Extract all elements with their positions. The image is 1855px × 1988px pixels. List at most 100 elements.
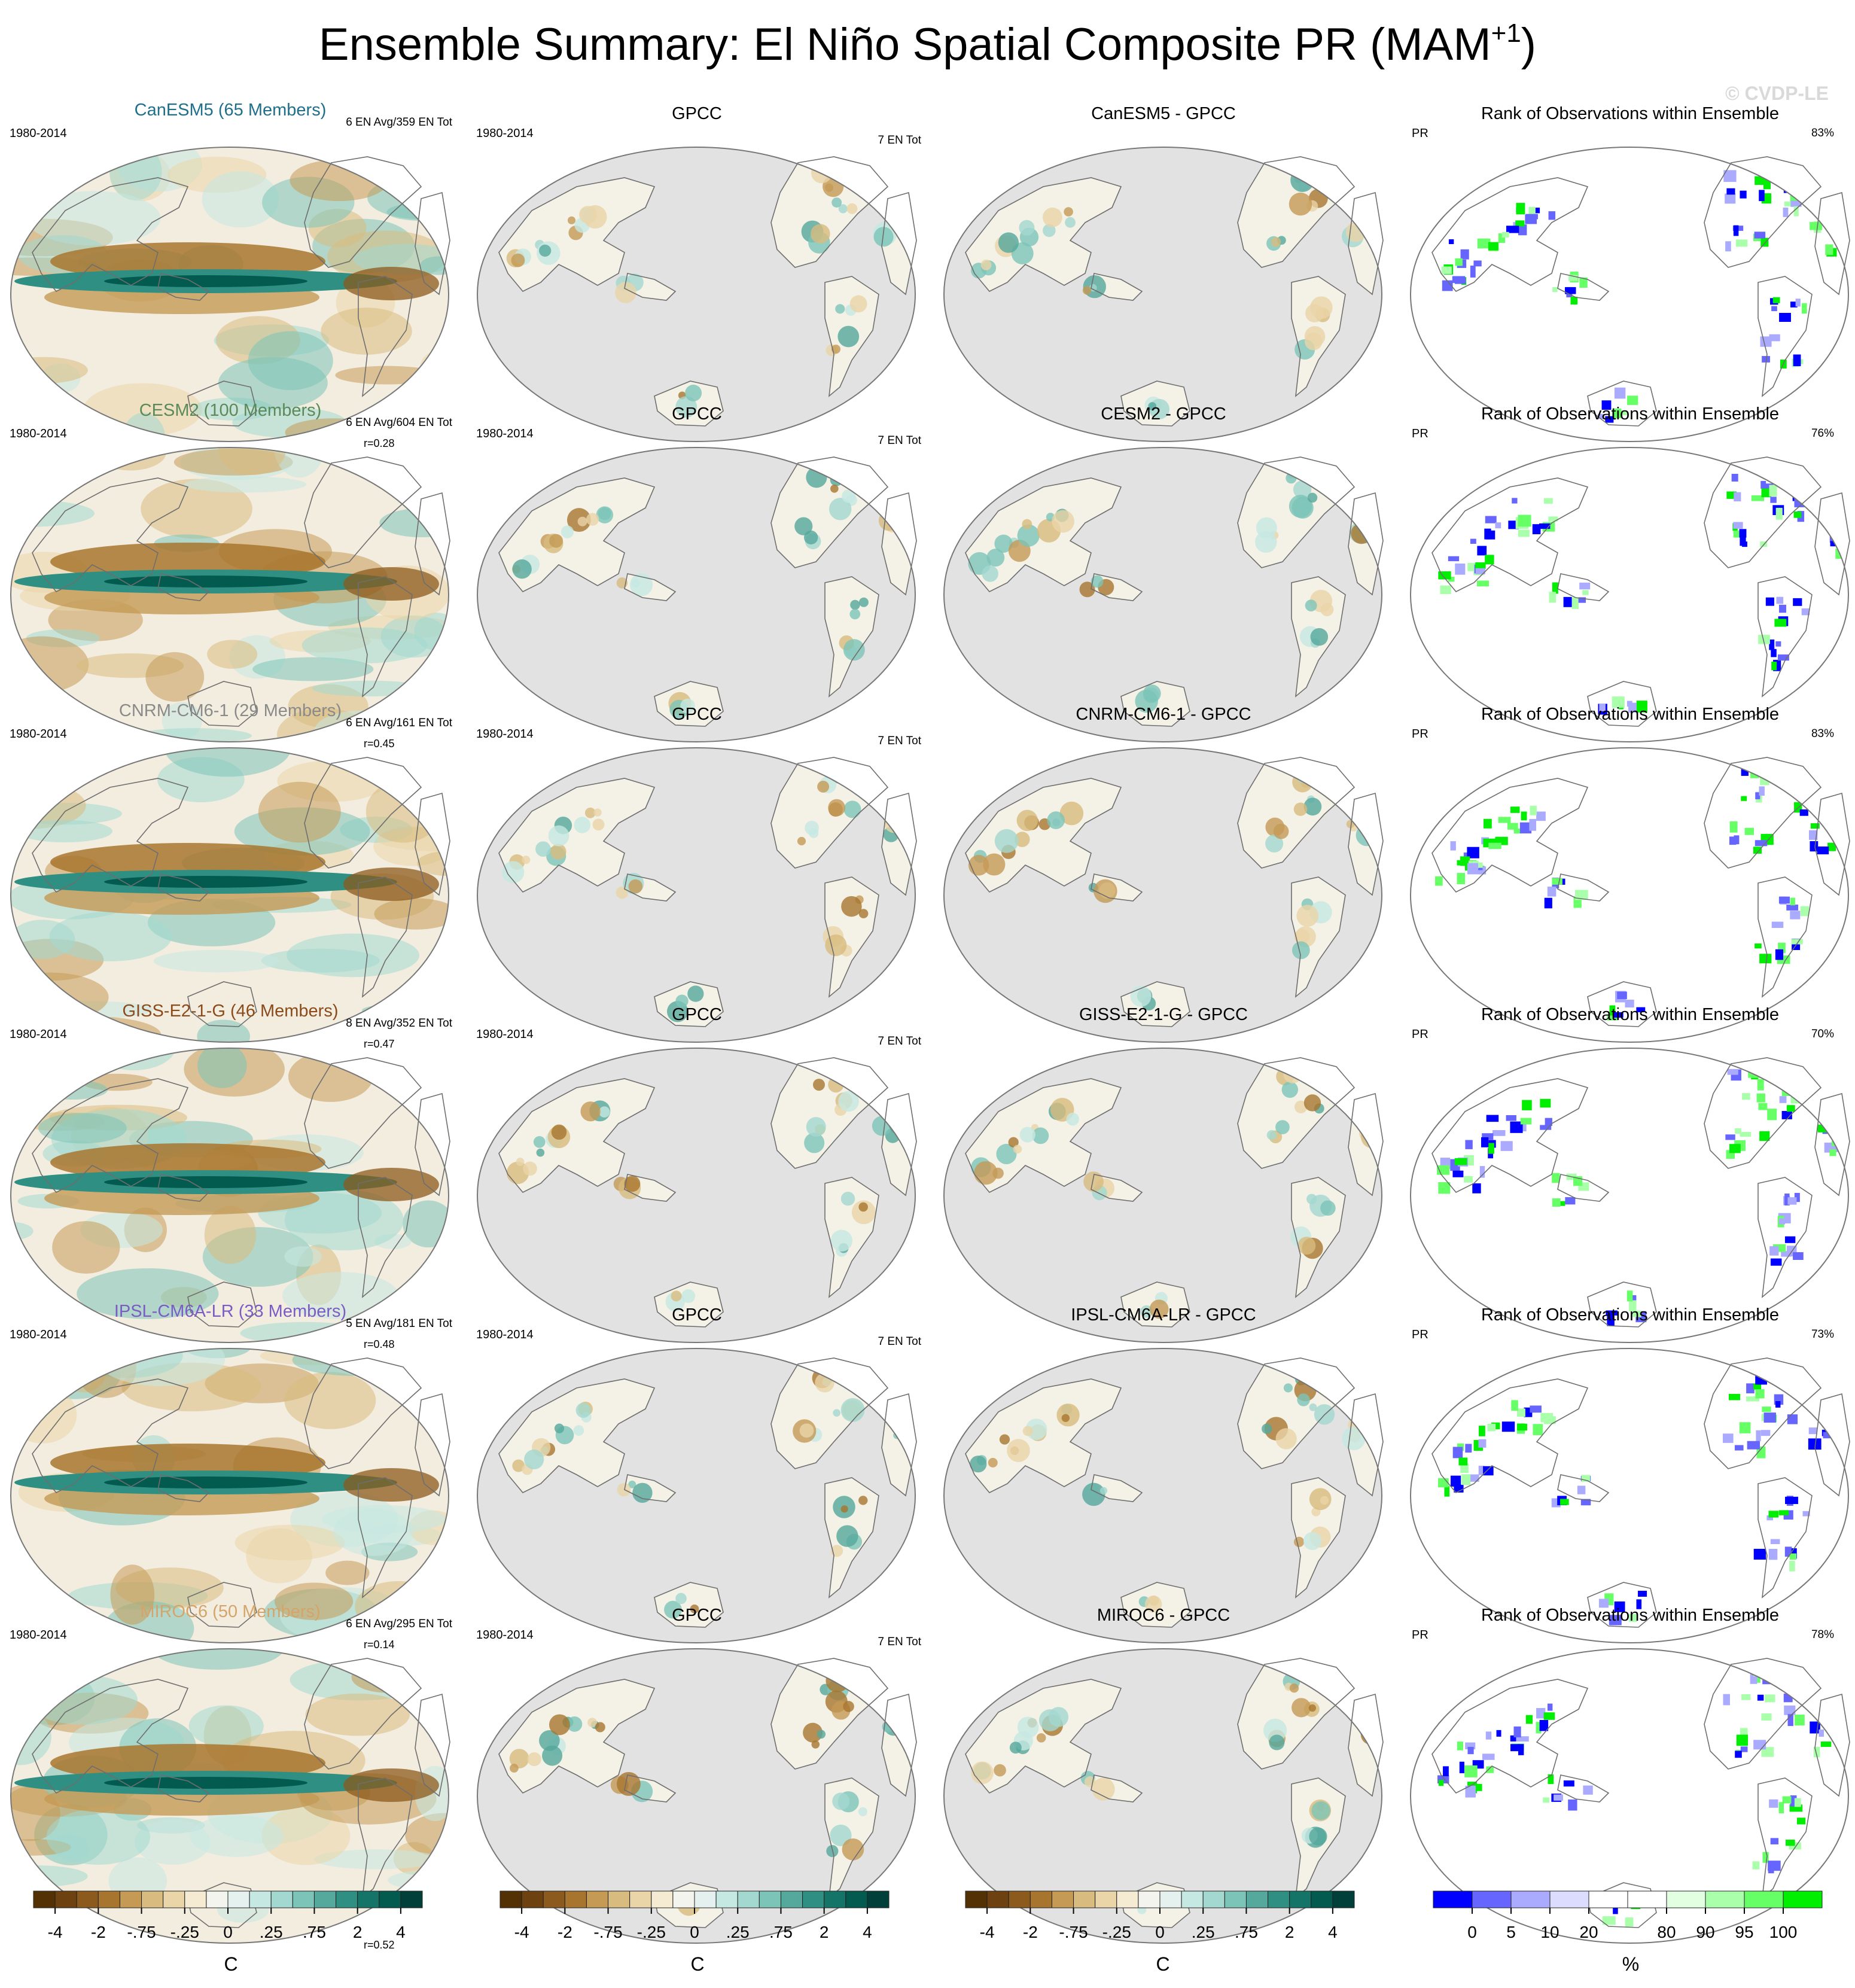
colorbar-swatch	[249, 1890, 272, 1908]
anomaly-patch	[988, 1457, 998, 1468]
coastline	[824, 1777, 879, 1899]
obs-map	[477, 1348, 917, 1643]
rank-cell	[1794, 1798, 1801, 1807]
rank-cell	[1547, 1703, 1553, 1711]
anomaly-patch	[586, 513, 599, 526]
colorbar-tick-label: -.25	[170, 1923, 199, 1941]
anomaly-patch	[104, 876, 307, 888]
anomaly-patch	[573, 1425, 584, 1436]
rank-panel-title: Rank of Observations within Ensemble	[1481, 404, 1780, 424]
rank-cell	[1606, 1310, 1618, 1316]
anomaly-patch	[204, 1205, 257, 1264]
rank-cell	[1468, 1474, 1479, 1482]
colorbar-swatch	[1472, 1890, 1512, 1908]
rank-cell	[1761, 1713, 1772, 1721]
anomaly-patch	[512, 1459, 525, 1472]
anomaly-patch	[96, 1348, 226, 1387]
coastline	[1814, 1092, 1850, 1197]
coastline	[1120, 981, 1190, 1027]
rank-panel: Rank of Observations within Ensemble PR 83…	[1400, 688, 1855, 1043]
rank-cell	[1759, 954, 1772, 964]
coastline	[415, 191, 450, 296]
rank-cell	[1722, 1433, 1734, 1443]
coastline	[1704, 1057, 1822, 1169]
coastline	[1291, 276, 1346, 397]
coastline	[1348, 492, 1384, 596]
anomaly-patch	[56, 148, 118, 167]
rank-cell	[1824, 1368, 1838, 1378]
rank-cell	[1506, 1115, 1516, 1121]
anomaly-patch	[11, 1348, 56, 1378]
coastline	[824, 1177, 879, 1298]
rank-cell	[1723, 170, 1737, 182]
model-panel-title: CESM2 (100 Members)	[139, 401, 322, 420]
rank-map	[1410, 447, 1850, 742]
anomaly-patch	[77, 1268, 219, 1319]
rank-cell	[1768, 1548, 1778, 1560]
coastline	[187, 681, 257, 727]
page-title: Ensemble Summary: El Niño Spatial Compos…	[0, 18, 1855, 72]
anomaly-patch	[511, 253, 525, 267]
anomaly-patch	[1266, 1130, 1277, 1140]
coastline	[498, 1378, 656, 1493]
rank-panel-title: Rank of Observations within Ensemble	[1481, 1005, 1780, 1024]
rank-cell	[1826, 821, 1832, 831]
rank-cell	[1819, 1729, 1824, 1737]
anomaly-patch	[566, 1716, 583, 1732]
rank-cell	[1516, 1736, 1529, 1742]
rank-cell	[1791, 939, 1803, 945]
rank-cell	[1838, 1432, 1848, 1440]
rank-cell	[1440, 585, 1451, 595]
anomaly-patch	[1275, 1120, 1290, 1134]
rank-cell	[1796, 792, 1810, 799]
rank-cell	[1518, 514, 1531, 527]
colorbar-swatch	[965, 1890, 988, 1908]
rank-cell	[1485, 530, 1495, 540]
anomaly-patch	[1292, 941, 1310, 960]
period-label: 1980-2014	[10, 1328, 67, 1341]
rank-cell	[1778, 1802, 1784, 1814]
coastline	[1291, 1177, 1346, 1298]
coastline	[881, 1092, 917, 1197]
rank-cell	[1638, 1591, 1647, 1597]
coastline	[624, 1474, 677, 1502]
anomaly-patch	[830, 485, 839, 493]
rank-cell	[1839, 529, 1844, 540]
anomaly-patch	[1091, 575, 1104, 588]
anomaly-patch	[522, 856, 531, 864]
coastline	[157, 573, 210, 601]
rank-cell	[1500, 1141, 1513, 1151]
rank-cell	[1467, 863, 1479, 875]
anomaly-patch	[343, 1168, 439, 1201]
colorbar-tick-label: 0	[690, 1923, 699, 1941]
rank-cell	[1787, 1414, 1798, 1424]
period-label: 1980-2014	[476, 1328, 534, 1341]
rank-cell	[1829, 1682, 1842, 1690]
colorbar-swatch	[1783, 1890, 1823, 1908]
anomaly-patch	[351, 1661, 424, 1693]
rank-cell	[1829, 1727, 1840, 1736]
rank-map	[1410, 147, 1850, 442]
anomaly-patch	[104, 576, 307, 587]
rank-cell	[1762, 1371, 1768, 1378]
anomaly-patch	[38, 1113, 127, 1144]
anomaly-patch	[325, 1560, 370, 1585]
anomaly-patch	[145, 652, 205, 702]
anomaly-patch	[561, 525, 574, 538]
percent-label: 73%	[1811, 1328, 1834, 1341]
colorbar-swatch	[292, 1890, 315, 1908]
rank-cell	[1609, 1005, 1616, 1017]
anomaly-patch	[284, 1246, 322, 1267]
rank-cell	[1472, 1183, 1481, 1194]
anomaly-patch	[1043, 207, 1062, 227]
model-map	[10, 147, 450, 442]
anomaly-patch	[996, 1143, 1017, 1165]
rank-cell	[1810, 222, 1823, 230]
anomaly-patch	[1148, 402, 1157, 410]
anomaly-patch	[1293, 1536, 1305, 1547]
colorbar-tick-label: -.25	[1102, 1923, 1131, 1941]
rank-cell	[1482, 1133, 1494, 1140]
anomaly-patch	[888, 1112, 911, 1135]
anomaly-patch	[1007, 1439, 1030, 1462]
percent-label: 83%	[1811, 727, 1834, 740]
